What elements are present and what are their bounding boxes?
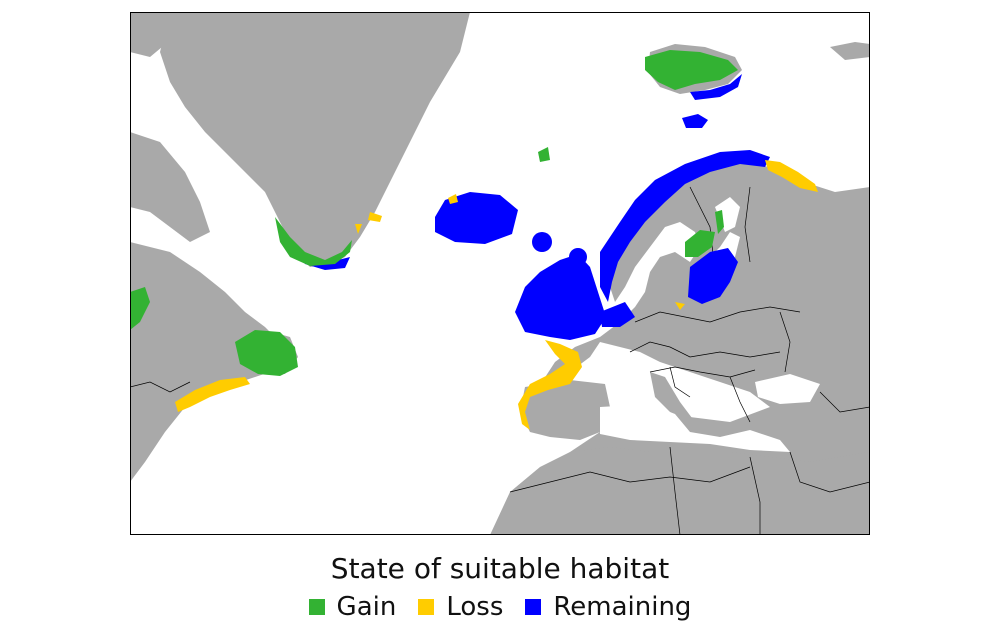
black-sea	[755, 374, 820, 404]
legend-title: State of suitable habitat	[330, 552, 670, 585]
remaining-iceland	[435, 192, 518, 244]
gain-swatch	[308, 599, 325, 615]
mediterranean	[600, 404, 790, 452]
loss-iceland-nw	[448, 194, 458, 204]
loss-nova-scotia	[175, 377, 250, 412]
loss-baltic-south	[675, 302, 685, 310]
legend-item-loss: Loss	[418, 592, 503, 622]
gain-newfoundland	[235, 330, 298, 376]
greenland	[160, 12, 470, 267]
legend-item-gain: Gain	[308, 592, 397, 622]
habitat-remaining	[300, 74, 770, 340]
remaining-british-isles	[515, 254, 606, 340]
map-panel	[130, 12, 870, 535]
north-africa	[490, 442, 870, 535]
remaining-svalbard-south	[682, 114, 708, 128]
habitat-gain	[130, 50, 738, 376]
legend: Gain Loss Remaining	[0, 592, 1000, 622]
remaining-swatch	[525, 599, 542, 615]
gain-bothnia-north	[715, 210, 724, 234]
legend-label-remaining: Remaining	[553, 592, 692, 622]
gain-gulf-bothnia	[685, 230, 715, 257]
loss-swatch	[418, 599, 435, 615]
remaining-rockall	[569, 248, 587, 266]
baffin-island	[130, 132, 210, 242]
loss-barents	[765, 160, 818, 192]
gulf-bothnia	[715, 197, 740, 232]
remaining-baltic	[688, 248, 738, 304]
canada-east	[130, 242, 290, 482]
gain-svalbard	[645, 50, 738, 90]
map-border	[130, 12, 870, 535]
arctic-islands-west	[130, 12, 170, 57]
loss-greenland-tip	[355, 224, 362, 234]
gain-jan-mayen	[538, 147, 550, 162]
legend-item-remaining: Remaining	[525, 592, 691, 622]
habitat-loss	[175, 160, 818, 430]
italy	[650, 372, 695, 430]
remaining-north-sea	[600, 302, 635, 327]
remaining-svalbard-edge	[690, 74, 742, 100]
gain-greenland-south	[275, 217, 352, 266]
remaining-norway	[600, 150, 770, 302]
loss-biscay	[518, 340, 582, 430]
iberia	[520, 380, 610, 440]
legend-label-gain: Gain	[336, 592, 397, 622]
franz-josef	[830, 42, 870, 60]
gain-labrador	[130, 287, 150, 330]
borders	[130, 186, 870, 535]
remaining-faroe	[532, 232, 552, 252]
habitat-map	[130, 12, 870, 535]
loss-greenland-east	[368, 212, 382, 222]
legend-label-loss: Loss	[446, 592, 504, 622]
